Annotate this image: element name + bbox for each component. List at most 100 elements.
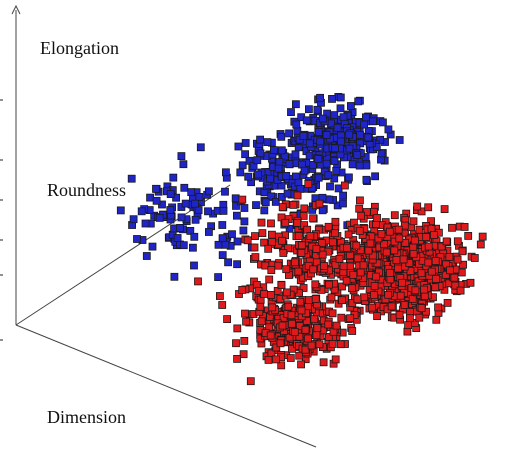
- blue-point: [155, 213, 164, 222]
- red-point: [320, 262, 328, 270]
- blue-point: [314, 173, 323, 182]
- red-point: [240, 336, 249, 345]
- red-point: [373, 312, 382, 321]
- blue-point: [346, 102, 355, 110]
- red-point: [413, 202, 422, 211]
- blue-point: [395, 136, 404, 144]
- red-point: [373, 213, 381, 222]
- blue-point: [330, 157, 339, 165]
- red-point: [301, 325, 310, 334]
- blue-point: [232, 211, 241, 220]
- red-point: [241, 309, 249, 318]
- red-point: [251, 253, 260, 262]
- red-point: [437, 242, 446, 251]
- blue-point: [179, 160, 188, 169]
- blue-point: [364, 133, 373, 142]
- blue-point: [141, 219, 150, 228]
- blue-point: [339, 191, 348, 200]
- blue-point: [234, 142, 243, 151]
- red-point: [278, 321, 287, 330]
- red-point: [417, 207, 426, 216]
- red-point: [324, 320, 333, 329]
- blue-point: [267, 192, 276, 201]
- blue-point: [221, 168, 230, 177]
- red-point: [459, 260, 468, 269]
- red-point: [420, 285, 429, 294]
- axis-labels-group: Elongation Roundness Dimension: [40, 38, 126, 427]
- red-point: [364, 246, 373, 255]
- red-point: [405, 314, 414, 323]
- red-point: [446, 266, 455, 275]
- red-point: [277, 361, 286, 370]
- red-point: [384, 290, 393, 299]
- red-point: [470, 254, 479, 262]
- blue-point: [240, 204, 249, 212]
- red-point: [279, 249, 288, 257]
- blue-point: [188, 243, 197, 252]
- red-point: [453, 237, 462, 246]
- red-point: [368, 251, 377, 260]
- blue-point: [169, 173, 178, 182]
- red-point: [223, 315, 232, 324]
- red-point: [352, 241, 361, 250]
- blue-point: [187, 188, 196, 197]
- red-point: [396, 291, 405, 300]
- points-group: [116, 93, 487, 386]
- red-point: [424, 242, 433, 251]
- blue-point: [166, 206, 175, 214]
- red-point: [238, 285, 247, 294]
- blue-point: [240, 217, 249, 226]
- red-point: [417, 269, 426, 278]
- blue-point: [173, 234, 182, 242]
- red-point: [328, 309, 337, 318]
- dimension-axis-label: Dimension: [47, 407, 126, 427]
- red-point: [356, 268, 365, 277]
- blue-point: [291, 150, 300, 159]
- red-point: [336, 340, 345, 349]
- red-point: [325, 280, 333, 289]
- blue-point: [204, 228, 213, 236]
- red-point: [368, 303, 377, 312]
- blue-point: [254, 170, 263, 179]
- red-point: [410, 236, 419, 245]
- red-point: [408, 294, 417, 303]
- red-point: [424, 258, 433, 267]
- blue-point: [377, 149, 386, 158]
- blue-point: [219, 206, 228, 215]
- red-point: [304, 296, 313, 305]
- blue-point: [285, 224, 294, 233]
- blue-point: [244, 172, 253, 181]
- blue-point: [252, 201, 260, 210]
- red-point: [328, 340, 337, 348]
- red-point: [215, 292, 224, 300]
- blue-point: [337, 137, 345, 146]
- red-point: [417, 304, 426, 313]
- blue-point: [287, 108, 295, 116]
- red-point: [258, 229, 267, 238]
- red-point: [349, 270, 358, 279]
- red-point: [434, 303, 443, 312]
- red-point: [390, 211, 399, 220]
- blue-point: [333, 123, 342, 132]
- red-point: [431, 275, 440, 283]
- red-point: [315, 340, 324, 349]
- red-point: [261, 261, 270, 270]
- red-point: [233, 354, 242, 363]
- red-point: [456, 286, 465, 295]
- blue-point: [360, 120, 369, 129]
- red-point: [256, 302, 265, 311]
- blue-point: [218, 251, 227, 260]
- red-point: [372, 272, 381, 281]
- red-point: [332, 321, 341, 330]
- red-point: [331, 355, 340, 364]
- blue-point: [214, 240, 223, 249]
- red-point: [315, 199, 324, 208]
- red-point: [307, 341, 316, 350]
- blue-point: [291, 100, 300, 109]
- red-point: [267, 266, 276, 275]
- red-point: [353, 295, 362, 304]
- red-point: [409, 243, 418, 252]
- red-point: [327, 293, 336, 302]
- red-point: [348, 327, 357, 335]
